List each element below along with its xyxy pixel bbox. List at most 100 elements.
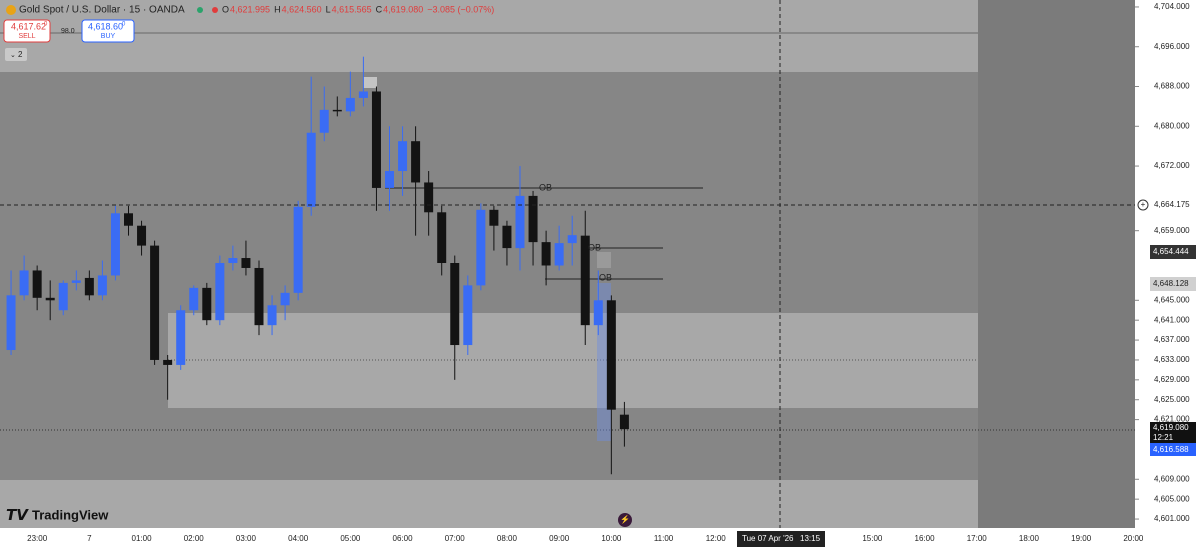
candle-body — [228, 258, 238, 264]
candle-body — [163, 359, 173, 365]
y-tick-label: 4,637.000 — [1154, 335, 1190, 344]
y-tick-label: 4,625.000 — [1154, 395, 1190, 404]
candle-body — [189, 287, 199, 311]
candle-body — [593, 300, 603, 326]
sell-sup: 0 — [44, 22, 48, 28]
status-dot — [197, 7, 203, 13]
x-tick-label: 15:00 — [862, 534, 883, 543]
x-tick-label: 17:00 — [967, 534, 988, 543]
buy-sup: 0 — [122, 22, 126, 28]
x-tick-label: 08:00 — [497, 534, 518, 543]
y-tick-label: 4,696.000 — [1154, 42, 1190, 51]
candle-body — [124, 213, 133, 226]
candle-body — [137, 225, 147, 246]
level-price: 4,654.444 — [1153, 247, 1189, 256]
logo[interactable]: TradingView — [32, 507, 109, 522]
y-tick-label: 4,601.000 — [1154, 514, 1190, 523]
candle-body — [58, 282, 68, 311]
x-tick-label: 16:00 — [915, 534, 936, 543]
candle-body — [306, 132, 316, 207]
candle-body — [215, 263, 225, 321]
level-box — [1150, 277, 1196, 291]
y-tick-label: 4,605.000 — [1154, 494, 1190, 503]
indicator-toggle[interactable] — [5, 48, 27, 61]
y-tick-label: 4,659.000 — [1154, 226, 1190, 235]
candle-body — [332, 109, 342, 112]
candle-body — [424, 182, 434, 213]
symbol-title[interactable]: Gold Spot / U.S. Dollar · 15 · OANDA — [19, 5, 185, 16]
x-tick-label: 12:00 — [706, 534, 727, 543]
change: −3.085 (−0.07%) — [427, 4, 494, 14]
ohlc-value: 4,615.565 — [332, 4, 372, 14]
x-tick-label: 07:00 — [445, 534, 466, 543]
buy-button[interactable] — [81, 19, 135, 43]
last-box — [1150, 422, 1196, 444]
bid-price: 4,616.588 — [1153, 445, 1189, 454]
candle-body — [502, 225, 512, 249]
candle-body — [619, 414, 629, 430]
symbol-icon[interactable] — [6, 5, 16, 15]
ohlc-key: C — [376, 4, 383, 14]
sell-button[interactable] — [3, 19, 51, 43]
candle-body — [267, 305, 277, 326]
candle-body — [280, 292, 290, 306]
event-icon[interactable] — [618, 513, 632, 527]
candle-body — [84, 277, 94, 296]
crosshair-price: 4,664.175 — [1154, 200, 1190, 209]
x-tick-label: 10:00 — [601, 534, 622, 543]
candle-body — [319, 109, 329, 133]
candle-body — [176, 310, 186, 365]
plus: + — [1141, 200, 1146, 209]
candle-body — [541, 242, 551, 266]
logo-mark: 𝙏𝙑 — [6, 507, 29, 524]
x-tick-label: 09:00 — [549, 534, 570, 543]
marker — [597, 252, 611, 268]
bid-box — [1150, 443, 1196, 456]
level-box — [1150, 245, 1196, 259]
candle-body — [150, 245, 160, 360]
level-price: 4,648.128 — [1153, 279, 1189, 288]
candle-body — [450, 263, 460, 346]
x-tick-label: 11:00 — [654, 534, 674, 543]
x-tick-label: 23:00 — [27, 534, 48, 543]
ohlc-value: 4,621.995 — [230, 4, 270, 14]
candle-body — [580, 235, 590, 326]
crosshair-price-box — [1135, 198, 1199, 212]
y-tick-label: 4,633.000 — [1154, 355, 1190, 364]
ohlc-key: H — [274, 4, 281, 14]
ohlc-key: L — [326, 4, 331, 14]
sell-price: 4,617.62 — [11, 21, 46, 31]
buy-label: BUY — [101, 33, 116, 40]
indicator-count: 2 — [18, 50, 23, 59]
y-tick-label: 4,621.000 — [1154, 415, 1190, 424]
ohlc-value: 4,619.080 — [383, 4, 423, 14]
candle-body — [606, 300, 616, 410]
plus-icon[interactable] — [1137, 199, 1149, 211]
status-dot — [212, 7, 218, 13]
spread: 98.0 — [61, 28, 75, 35]
ohlc-value: 4,624.560 — [282, 4, 322, 14]
countdown: 12:21 — [1153, 433, 1174, 442]
candle-body — [241, 258, 251, 268]
candle-body — [32, 270, 42, 298]
event-glyph: ⚡ — [620, 514, 630, 524]
y-tick-label: 4,680.000 — [1154, 121, 1190, 130]
plot-background — [0, 0, 1135, 528]
candle-body — [398, 141, 408, 172]
candle-body — [489, 209, 499, 226]
candle-body — [554, 243, 564, 266]
candle-body — [202, 287, 212, 321]
y-tick-label: 4,609.000 — [1154, 474, 1190, 483]
y-tick-label: 4,704.000 — [1154, 2, 1190, 11]
x-tick-label: 06:00 — [393, 534, 414, 543]
price-axis — [1135, 0, 1199, 552]
candle-body — [19, 270, 29, 296]
crosshair-time: 13:15 — [800, 534, 821, 543]
ob-label: OB — [599, 272, 612, 282]
candle-body — [345, 97, 355, 112]
candle-body — [411, 141, 421, 183]
candle-body — [437, 212, 447, 264]
x-tick-label: 02:00 — [184, 534, 205, 543]
x-tick-label: 18:00 — [1019, 534, 1040, 543]
